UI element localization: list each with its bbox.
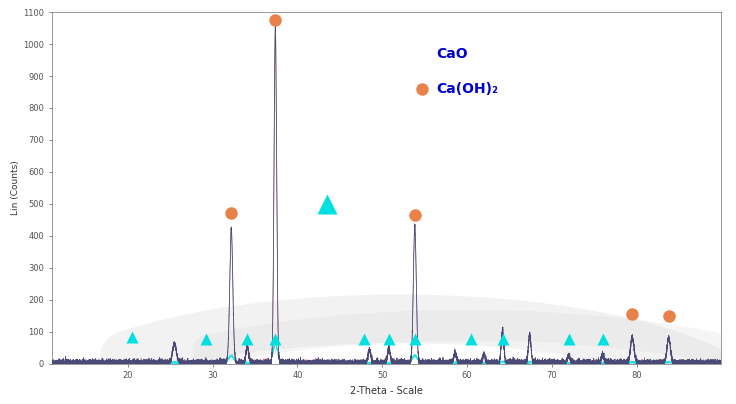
Y-axis label: Lin (Counts): Lin (Counts) <box>11 160 20 215</box>
Text: CaO: CaO <box>436 47 468 61</box>
Text: Ca(OH)₂: Ca(OH)₂ <box>436 82 498 97</box>
X-axis label: 2-Theta - Scale: 2-Theta - Scale <box>350 386 423 396</box>
